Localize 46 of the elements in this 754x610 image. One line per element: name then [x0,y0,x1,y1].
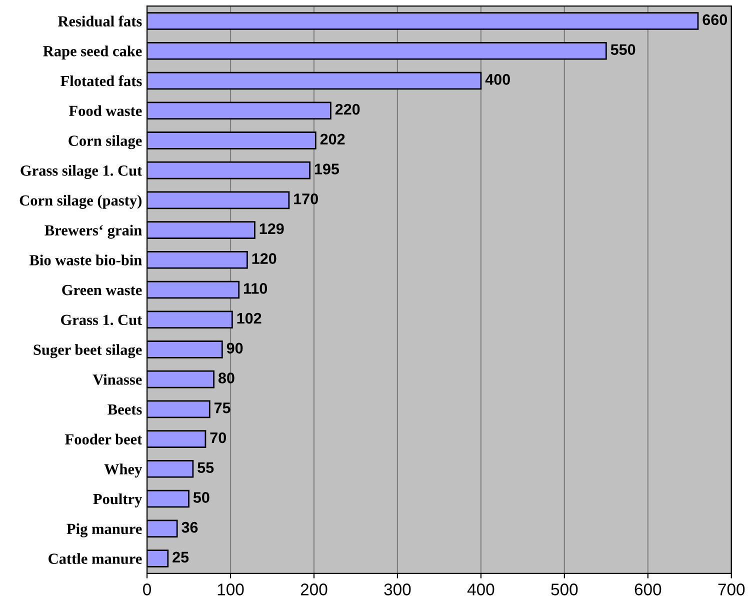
x-tick-label: 500 [551,584,578,596]
y-tick-label: Grass silage 1. Cut [20,165,142,179]
y-tick-label: Beets [108,404,142,415]
data-label: 170 [294,193,318,204]
y-tick-label: Green waste [62,284,142,296]
y-tick-label: Fooder beet [65,434,142,444]
data-label: 75 [214,402,230,414]
x-tick-label: 0 [143,584,152,596]
data-label: 195 [314,164,340,174]
data-label: 36 [182,522,198,533]
x-tick-label: 400 [467,584,494,596]
y-tick-label: Corn silage (pasty) [20,194,142,209]
x-tick-label: 100 [218,584,244,596]
y-tick-label: Bio waste bio-bin [30,254,142,266]
y-tick-label: Grass 1. Cut [61,314,142,326]
y-tick-label: Whey [104,464,142,478]
x-tick-label: 700 [718,584,745,596]
y-tick-label: Brewers‘ grain [44,224,142,239]
data-label: 202 [320,134,345,145]
data-label: 550 [610,44,636,55]
data-label: 220 [335,104,360,115]
x-tick-label: 200 [300,584,328,596]
y-tick-label: Poultry [93,493,142,508]
data-label: 120 [252,253,276,264]
x-tick-label: 600 [634,584,662,596]
data-label: 80 [218,372,234,384]
data-label: 55 [198,462,214,473]
y-tick-label: Corn silage [68,135,142,150]
y-tick-label: Flotated fats [60,75,142,86]
data-label: 25 [172,552,189,563]
y-tick-label: Food waste [69,105,142,116]
data-label: 110 [244,283,268,294]
data-label: 400 [485,74,510,85]
y-tick-label: Rape seed cake [43,46,142,60]
data-label: 102 [237,312,262,324]
y-tick-label: Vinasse [92,374,142,385]
data-label: 70 [210,432,226,444]
y-tick-label: Suger beet silage [34,344,142,358]
x-tick-label: 300 [384,584,411,596]
data-label: 90 [226,342,243,354]
data-label: 660 [702,14,728,26]
y-tick-label: Pig manure [66,523,142,538]
data-label: 129 [260,223,284,234]
y-tick-label: Residual fats [58,16,142,27]
data-label: 50 [193,492,210,503]
y-tick-label: Cattle manure [48,553,142,564]
